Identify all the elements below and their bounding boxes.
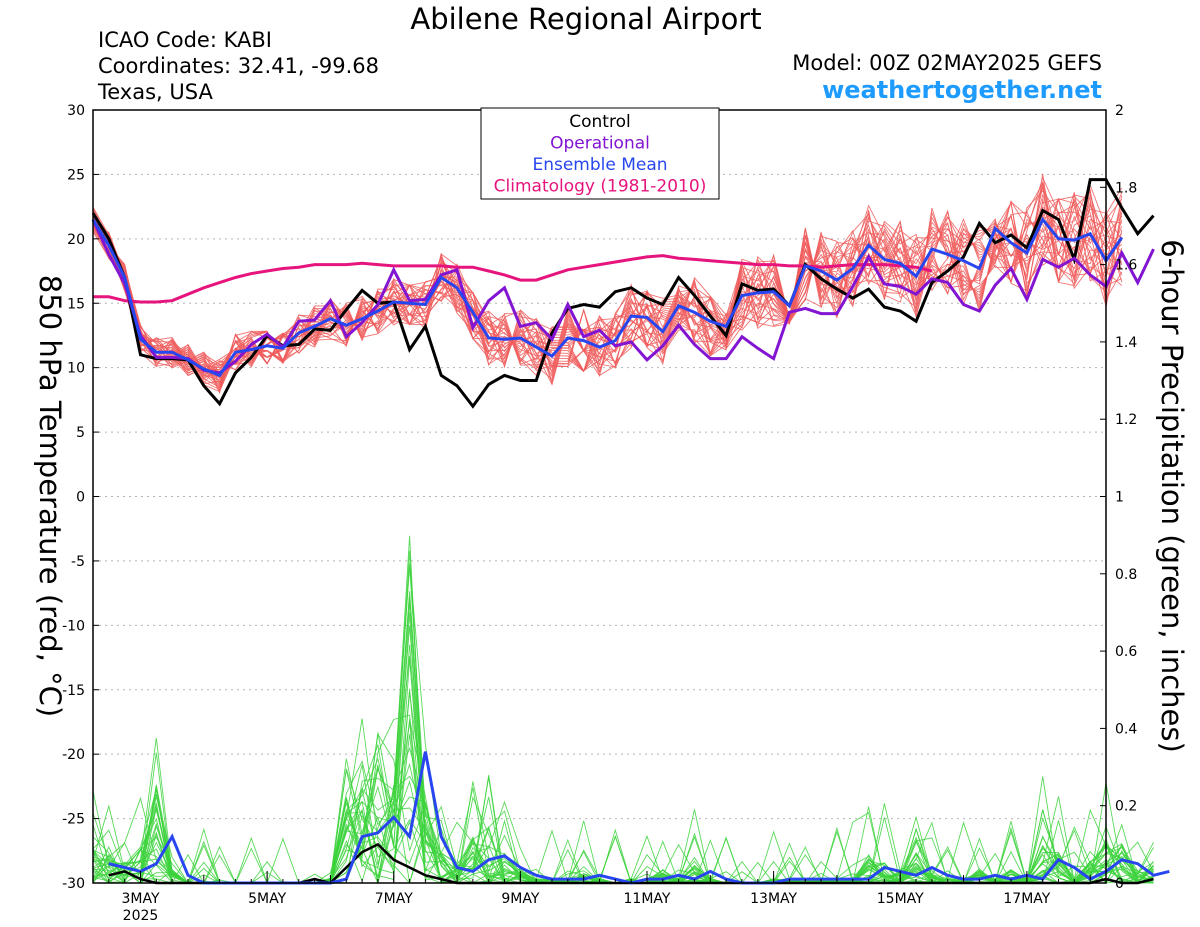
x-tick-label: 15MAY: [877, 891, 924, 907]
model-run: Model: 00Z 02MAY2025 GEFS: [792, 51, 1102, 75]
x-tick-label: 13MAY: [750, 891, 797, 907]
legend-box: [480, 107, 720, 200]
y-left-tick-label: 0: [76, 490, 85, 506]
y-left-tick-label: 20: [67, 232, 85, 248]
precip-member-line: [92, 762, 1154, 884]
y-left-tick-label: -15: [62, 683, 85, 699]
x-tick-sublabel: 2025: [123, 908, 159, 924]
region: Texas, USA: [98, 80, 213, 104]
precip-member-line: [92, 550, 1154, 884]
precip-member-line: [92, 746, 1154, 884]
y-left-tick-label: 5: [76, 425, 85, 441]
y-left-tick-label: -10: [62, 618, 85, 634]
legend-entry: Control: [569, 112, 630, 132]
legend-entry: Ensemble Mean: [532, 155, 667, 175]
precip-member-line: [92, 775, 1154, 885]
y-left-tick-label: 30: [67, 103, 85, 119]
y-right-tick-label: 0.6: [1115, 644, 1137, 660]
precip-member-line: [92, 786, 1154, 885]
y-right-tick-label: 0.4: [1115, 721, 1137, 737]
y-right-tick-label: 0: [1115, 876, 1124, 892]
precip-member-line: [92, 785, 1154, 884]
grid-lines: [93, 173, 1106, 820]
tick-labels: 302520151050-5-10-15-20-25-3021.81.61.41…: [62, 103, 1137, 924]
y-right-tick-label: 1.8: [1115, 180, 1137, 196]
precip-member-line: [92, 644, 1154, 884]
y-left-tick-label: -25: [62, 812, 85, 828]
precip-member-line: [92, 757, 1154, 885]
precip-member-line: [92, 688, 1154, 884]
precip-member-line: [92, 803, 1154, 884]
x-tick-label: 9MAY: [501, 891, 539, 907]
x-tick-label: 7MAY: [375, 891, 413, 907]
chart-title: Abilene Regional Airport: [410, 2, 762, 36]
y-left-tick-label: -20: [62, 747, 85, 763]
website-link[interactable]: weathertogether.net: [822, 76, 1102, 104]
precip-member-lines: [92, 535, 1154, 885]
y-left-tick-label: -30: [62, 876, 85, 892]
icao-code: ICAO Code: KABI: [98, 28, 272, 52]
temp-member-line: [92, 204, 1122, 388]
y-right-tick-label: 0.2: [1115, 799, 1137, 815]
precip-member-line: [92, 612, 1154, 885]
temp-member-line: [92, 181, 1123, 384]
y-right-tick-label: 1.6: [1115, 258, 1137, 274]
x-tick-label: 11MAY: [624, 891, 671, 907]
x-tick-label: 5MAY: [248, 891, 286, 907]
legend-entry: Operational: [550, 134, 650, 154]
y-axis-right-label: 6-hour Precipitation (green, inches): [1155, 239, 1189, 753]
y-right-tick-label: 1.2: [1115, 412, 1137, 428]
precip-member-line: [92, 563, 1154, 884]
y-axis-left-label: 850 hPa Temperature (red, °C): [33, 275, 67, 717]
y-left-tick-label: 15: [67, 296, 85, 312]
x-tick-label: 3MAY: [121, 891, 159, 907]
coordinates: Coordinates: 32.41, -99.68: [98, 54, 379, 78]
precip-member-line: [92, 758, 1154, 884]
precip-member-line: [92, 535, 1154, 884]
y-right-tick-label: 1.4: [1115, 335, 1137, 351]
ensemble-mean-temp-line: [91, 216, 1124, 378]
y-left-tick-label: 25: [67, 167, 85, 183]
precip-member-line: [92, 565, 1154, 884]
operational-temp-line: [91, 218, 1155, 375]
y-right-tick-label: 0.8: [1115, 567, 1137, 583]
climatology-line: [93, 254, 933, 304]
y-left-tick-label: 10: [67, 361, 85, 377]
y-right-tick-label: 1: [1115, 490, 1124, 506]
legend-entry: Climatology (1981-2010): [494, 177, 707, 197]
control-temp-line: [91, 178, 1155, 409]
y-right-tick-label: 2: [1115, 103, 1124, 119]
y-left-tick-label: -5: [71, 554, 85, 570]
x-tick-label: 17MAY: [1003, 891, 1050, 907]
